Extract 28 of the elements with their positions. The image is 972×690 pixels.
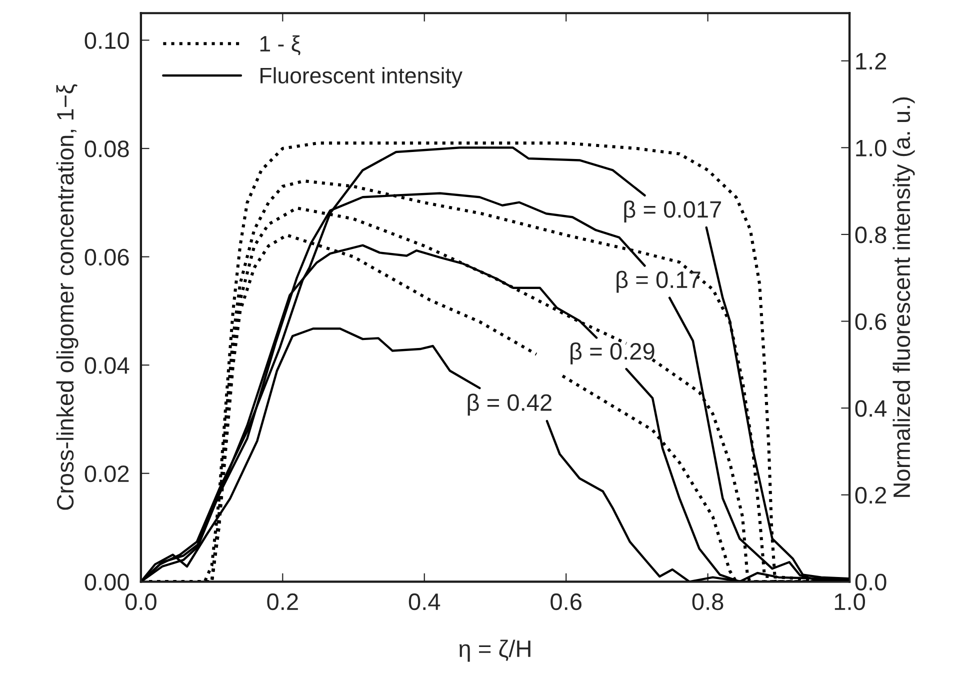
- annotation: β = 0.017: [624, 200, 721, 222]
- y2-tick-label: 0.8: [855, 226, 886, 244]
- x-axis-title: η = ζ/H: [459, 640, 530, 662]
- annotation: β = 0.17: [616, 270, 700, 293]
- annotation: β = 0.42: [468, 394, 552, 416]
- y-tick-label: 0.06: [84, 248, 129, 266]
- y-tick-label: 0.04: [84, 357, 130, 374]
- y-tick-label: 0.00: [84, 574, 129, 590]
- y-tick-label: 0.10: [84, 32, 129, 49]
- x-tick-label: 0.0: [125, 593, 156, 610]
- x-tick-label: 0.8: [692, 593, 724, 610]
- x-tick-label: 0.6: [550, 593, 582, 610]
- x-tick-label: 0.2: [267, 593, 298, 610]
- y2-tick-label: 0.0: [855, 574, 886, 590]
- legend-label: Fluorescent intensity: [260, 67, 462, 88]
- x-tick-label: 0.4: [408, 593, 440, 610]
- y2-tick-label: 0.6: [855, 313, 886, 330]
- legend-label: 1 - ξ: [260, 35, 300, 56]
- y2-tick-label: 1.0: [856, 140, 886, 156]
- y2-tick-label: 1.2: [856, 52, 886, 70]
- y2-tick-label: 0.4: [855, 400, 887, 417]
- annotation: β = 0.29: [570, 342, 654, 364]
- y-tick-label: 0.08: [84, 140, 129, 158]
- y-tick-label: 0.02: [84, 465, 129, 482]
- y2-axis-title: Normalized fluorescent intensity (a. u.): [892, 97, 915, 497]
- y-axis-title: Cross-linked oligomer concentration, 1−ξ: [56, 84, 78, 510]
- x-tick-label: 1.0: [834, 593, 866, 610]
- y2-tick-label: 0.2: [855, 486, 886, 504]
